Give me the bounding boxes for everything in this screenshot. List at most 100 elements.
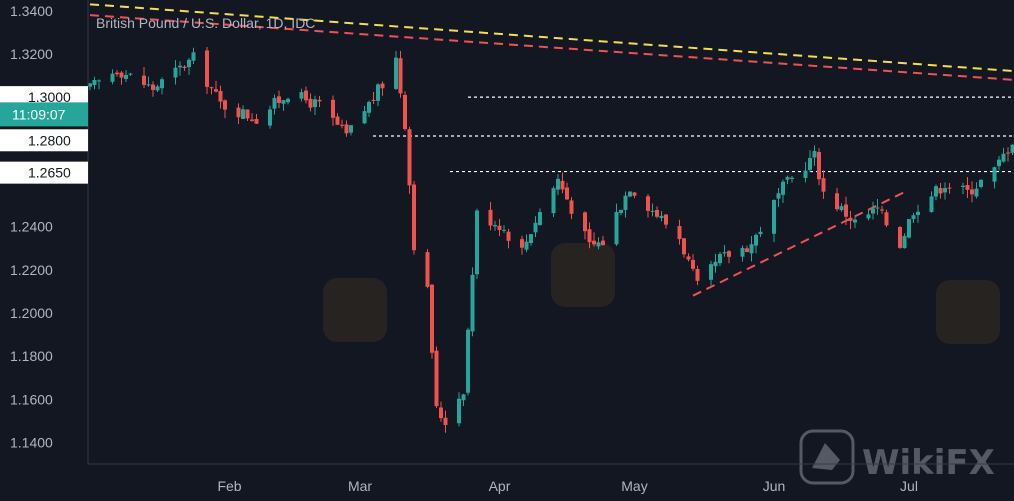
candle-body — [340, 124, 344, 126]
candle-body — [686, 256, 691, 260]
eagle-icon — [812, 443, 840, 470]
y-tick-label: 1.3400 — [10, 3, 53, 19]
candle-body — [596, 242, 601, 247]
candle-body — [880, 209, 884, 211]
candle-body — [740, 247, 745, 257]
y-axis-ticks: 1.34001.32001.30001.28001.26501.24001.22… — [10, 3, 53, 451]
candle-body — [992, 167, 997, 182]
candle-body — [979, 179, 983, 187]
candle-body — [875, 207, 880, 209]
candle-body — [844, 204, 848, 217]
candle-body — [268, 109, 272, 126]
candle-body — [835, 193, 839, 210]
candle-body — [556, 178, 560, 190]
candle-body — [151, 84, 155, 90]
candle-body — [695, 269, 700, 281]
x-axis-ticks: FebMarAprMayJunJulAug — [217, 478, 918, 494]
candle-body — [245, 109, 250, 119]
candle-body — [110, 73, 115, 82]
candle-body — [655, 209, 659, 217]
candle-body — [727, 251, 731, 257]
candle-body — [349, 125, 353, 133]
level-tag-label: 1.2650 — [28, 165, 71, 181]
candle-body — [439, 407, 443, 419]
wikifx-logo-text: WikiFX — [862, 443, 995, 483]
candle-body — [560, 180, 565, 190]
candle-body — [551, 188, 556, 214]
candle-body — [623, 195, 628, 210]
candle-body — [241, 109, 245, 119]
candle-body — [254, 119, 259, 124]
candle-body — [911, 215, 916, 219]
x-tick-label: Feb — [217, 478, 241, 494]
y-tick-label: 1.3200 — [10, 46, 53, 62]
candle-body — [587, 229, 592, 243]
candle-body — [380, 83, 385, 89]
candle-body — [677, 226, 682, 240]
candle-body — [272, 97, 277, 109]
candle-body — [398, 58, 403, 94]
candle-body — [538, 212, 542, 225]
candle-body — [754, 234, 758, 246]
candle-body — [601, 240, 605, 245]
candle-body — [947, 187, 952, 189]
candle-body — [119, 72, 124, 78]
candle-body — [713, 261, 718, 267]
candle-body — [277, 96, 281, 103]
watermark-logo — [936, 280, 1000, 344]
candle-body — [403, 94, 407, 130]
trendlines — [89, 3, 1014, 297]
candle-body — [853, 219, 857, 223]
price-tags: 1.3000 1.2800 1.2650 11:09:07 — [0, 86, 88, 184]
candle-body — [209, 87, 214, 89]
candle-body — [722, 252, 727, 254]
candle-body — [785, 177, 790, 180]
candle-body — [781, 181, 785, 195]
candle-body — [619, 209, 623, 213]
candle-body — [313, 99, 317, 108]
candle-body — [434, 350, 439, 407]
candle-body — [848, 217, 853, 222]
candle-body — [155, 86, 160, 91]
wikifx-logo-frame — [799, 429, 855, 485]
candle-body — [934, 186, 938, 197]
candle-body — [758, 231, 763, 235]
candle-body — [362, 111, 367, 124]
y-tick-label: 1.2400 — [10, 219, 53, 235]
candle-body — [502, 229, 506, 231]
y-tick-label: 1.2000 — [10, 305, 53, 321]
candle-body — [173, 67, 178, 78]
wikifx-logo: WikiFX — [799, 429, 995, 485]
candle-body — [461, 394, 466, 401]
candle-body — [506, 231, 511, 241]
candle-body — [659, 215, 664, 219]
candle-body — [772, 200, 776, 234]
candle-body — [916, 211, 920, 216]
x-tick-label: Jun — [763, 478, 786, 494]
candle-body — [682, 238, 686, 255]
candle-body — [205, 50, 209, 87]
candle-body — [943, 188, 947, 193]
candles — [88, 46, 1014, 433]
candle-body — [718, 254, 722, 264]
candle-body — [569, 200, 574, 214]
candle-body — [160, 79, 164, 89]
candle-body — [218, 90, 223, 102]
candle-body — [529, 234, 533, 244]
candle-body — [614, 211, 619, 245]
candle-body — [394, 57, 398, 89]
candle-body — [803, 170, 808, 178]
x-tick-label: May — [621, 478, 647, 494]
candle-body — [821, 178, 826, 192]
candle-body — [299, 92, 304, 99]
price-tag — [0, 102, 88, 127]
candle-body — [115, 72, 119, 75]
level-lines — [373, 96, 1014, 173]
candle-body — [331, 99, 335, 118]
watermark-logo — [323, 278, 387, 342]
candle-body — [488, 209, 493, 226]
candle-body — [997, 159, 1001, 167]
level-tag-label: 1.2800 — [28, 132, 71, 148]
candle-body — [866, 214, 871, 219]
